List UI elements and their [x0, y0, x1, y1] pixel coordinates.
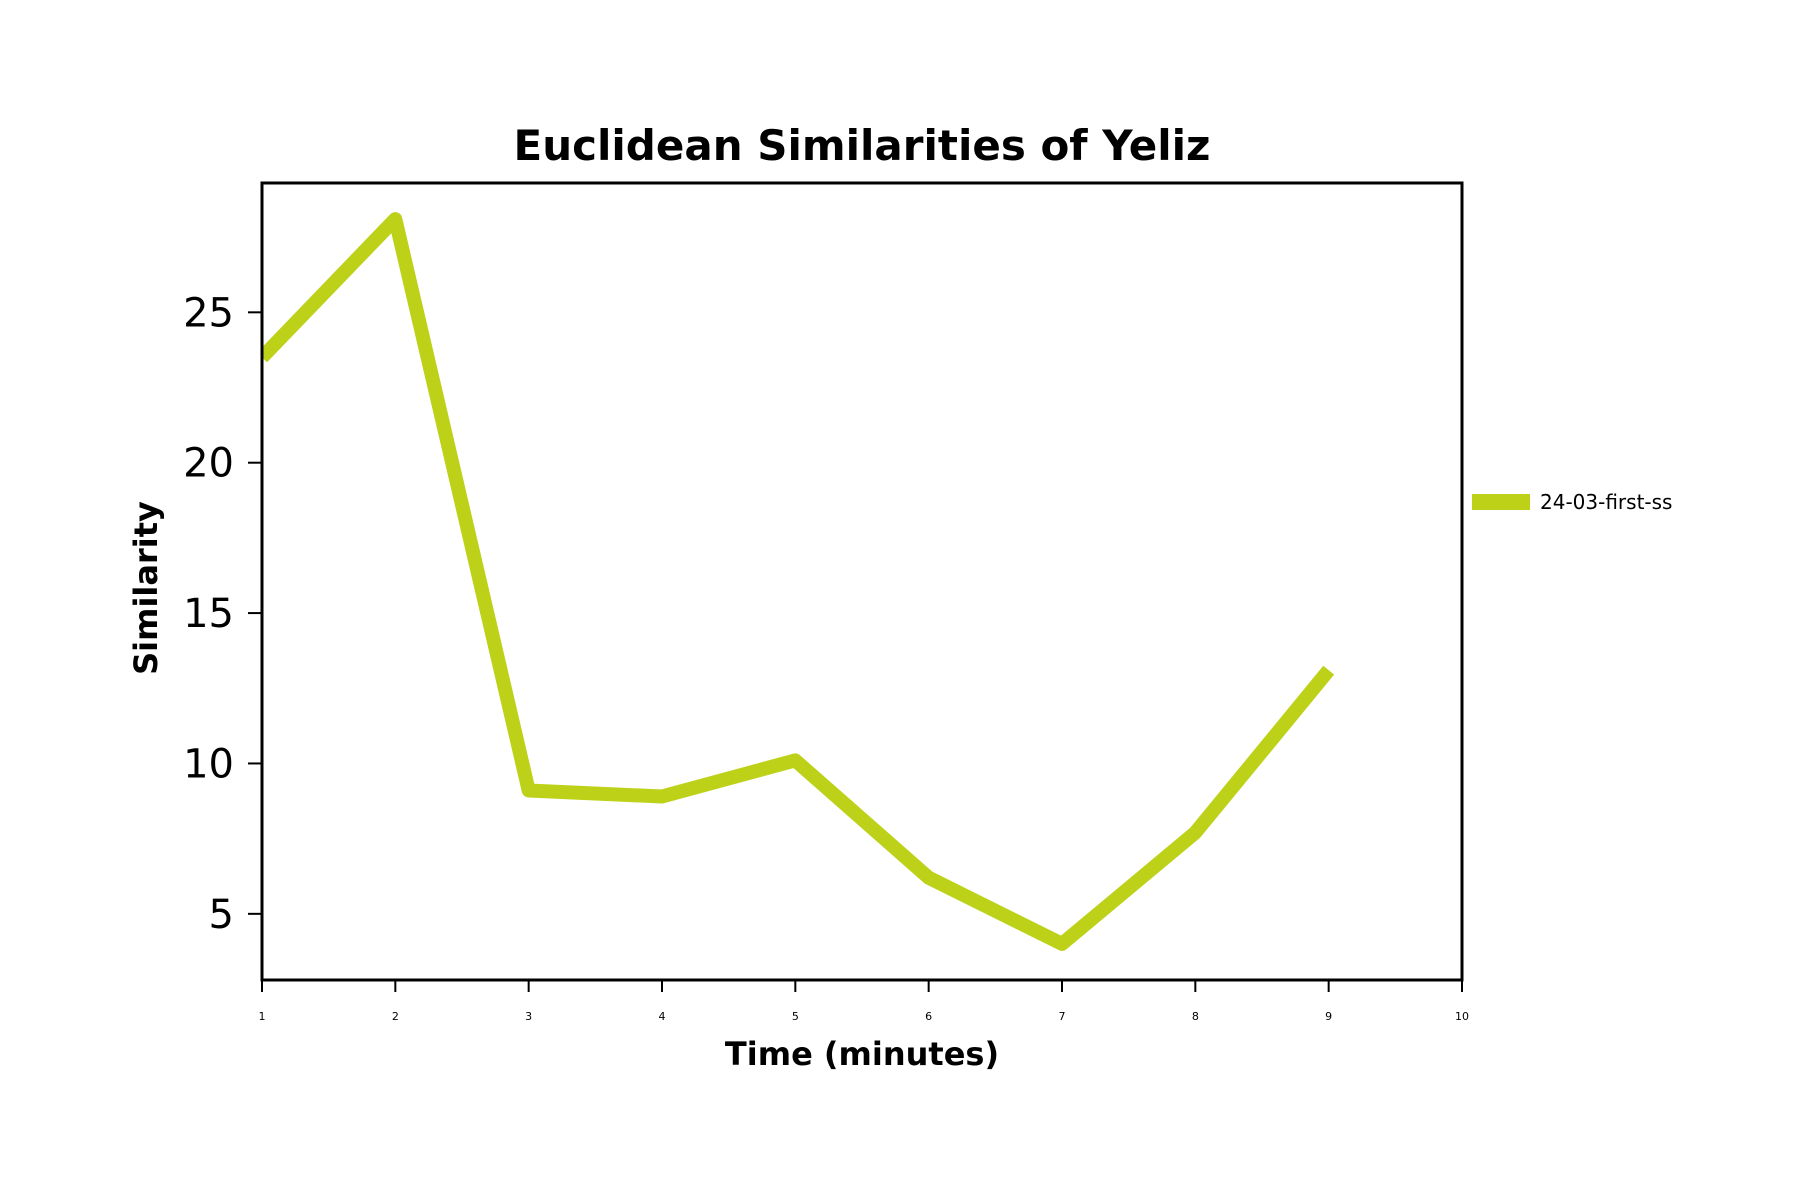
x-tick-label: 7: [1059, 1010, 1066, 1023]
y-axis-label: Similarity: [127, 501, 165, 675]
y-tick-label: 10: [183, 741, 234, 787]
x-tick-label: 8: [1192, 1010, 1199, 1023]
chart-title: Euclidean Similarities of Yeliz: [514, 121, 1211, 170]
legend-swatch: [1472, 494, 1530, 510]
plot-area: [262, 212, 1335, 951]
y-tick-label: 15: [183, 591, 234, 637]
x-tick-label: 10: [1455, 1010, 1469, 1023]
x-tick-label: 1: [259, 1010, 266, 1023]
x-tick-label: 2: [392, 1010, 399, 1023]
x-axis-label: Time (minutes): [725, 1035, 999, 1073]
y-tick-label: 20: [183, 441, 234, 487]
plot-frame: [260, 181, 1464, 982]
y-tick-label: 5: [209, 892, 234, 938]
legend-label: 24-03-first-ss: [1540, 490, 1672, 514]
y-axis: 5 10 15 20 25: [183, 290, 262, 938]
series-line-0: [262, 212, 1335, 951]
x-tick-label: 9: [1325, 1010, 1332, 1023]
x-tick-label: 5: [792, 1010, 799, 1023]
legend: 24-03-first-ss: [1472, 490, 1672, 514]
x-tick-label: 3: [525, 1010, 532, 1023]
x-tick-label: 6: [925, 1010, 932, 1023]
y-tick-label: 25: [183, 290, 234, 336]
x-axis: 1 2 3 4 5 6 7 8 9 10: [259, 980, 1469, 1023]
x-tick-label: 4: [659, 1010, 666, 1023]
